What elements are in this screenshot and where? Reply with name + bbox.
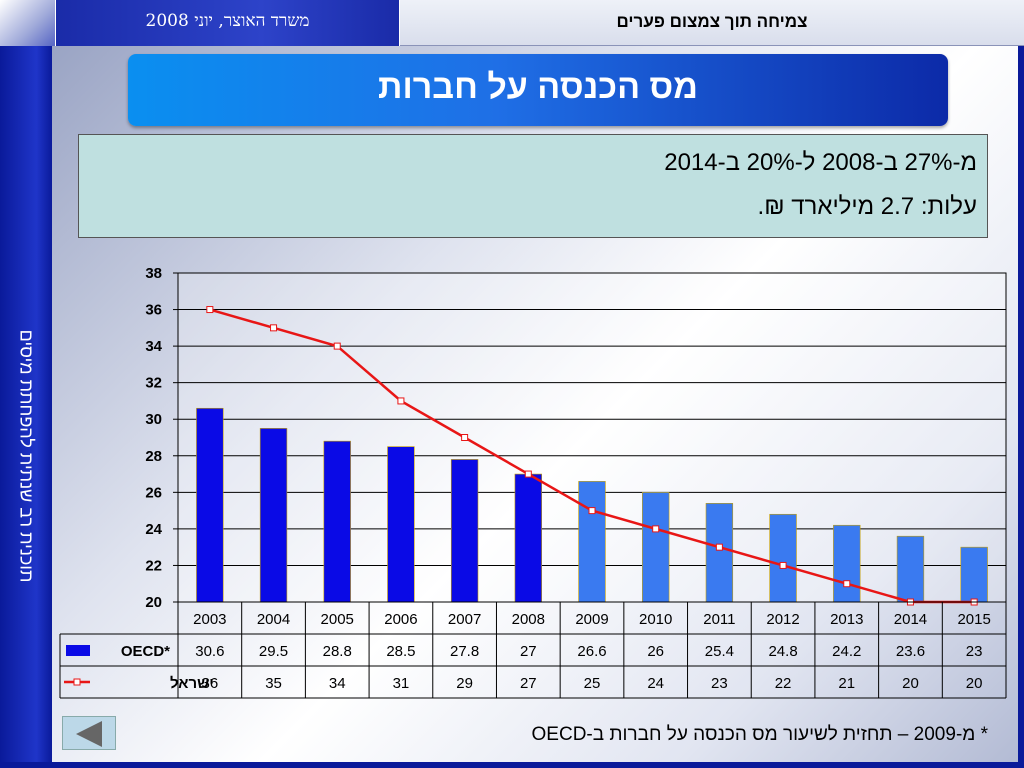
table-value-oecd: 27.8 bbox=[450, 643, 479, 660]
table-value-israel: 31 bbox=[393, 675, 410, 692]
line-point bbox=[461, 434, 469, 441]
table-value-israel: 34 bbox=[329, 675, 346, 692]
bar bbox=[705, 502, 734, 603]
x-tick-label: 2003 bbox=[193, 611, 226, 628]
bar bbox=[642, 492, 670, 603]
table-value-oecd: 29.5 bbox=[259, 643, 288, 660]
info-line-rate: מ-27% ב-2008 ל-20% ב-2014 bbox=[664, 149, 977, 176]
x-tick-label: 2011 bbox=[703, 611, 735, 628]
bar bbox=[833, 524, 861, 603]
bar bbox=[450, 459, 479, 603]
x-tick-label: 2006 bbox=[384, 611, 417, 628]
bar bbox=[896, 535, 925, 603]
bar bbox=[387, 446, 415, 603]
line-point bbox=[843, 580, 851, 588]
table-value-oecd: 28.5 bbox=[386, 643, 415, 660]
bar bbox=[259, 428, 288, 603]
x-tick-label: 2005 bbox=[321, 611, 354, 628]
table-value-israel: 25 bbox=[584, 675, 601, 692]
line-point bbox=[715, 543, 723, 551]
header-date: משרד האוצר, יוני 2008 bbox=[145, 11, 310, 31]
legend-label-israel: ישראל bbox=[170, 675, 214, 692]
header-date-box: משרד האוצר, יוני 2008 bbox=[55, 0, 400, 46]
bar bbox=[514, 473, 542, 603]
x-tick-label: 2014 bbox=[894, 611, 927, 628]
table-value-israel: 27 bbox=[520, 675, 537, 692]
y-tick-label: 22 bbox=[145, 557, 162, 574]
table-value-oecd: 24.2 bbox=[832, 643, 861, 660]
y-tick-label: 32 bbox=[145, 375, 162, 392]
header-subtitle: צמיחה תוך צמצום פערים bbox=[616, 12, 808, 31]
corner-decoration bbox=[0, 0, 55, 46]
page-title: מס הכנסה על חברות bbox=[378, 68, 698, 106]
x-tick-label: 2004 bbox=[257, 611, 290, 628]
line-point bbox=[652, 525, 660, 533]
x-tick-label: 2013 bbox=[830, 611, 863, 628]
table-value-oecd: 23 bbox=[966, 643, 983, 660]
bar bbox=[196, 407, 224, 603]
right-border bbox=[1018, 46, 1024, 768]
table-value-oecd: 25.4 bbox=[705, 643, 734, 660]
table-value-israel: 20 bbox=[902, 675, 919, 692]
table-value-oecd: 26 bbox=[647, 643, 664, 660]
table-value-israel: 21 bbox=[838, 675, 855, 692]
footnote: * מ-2009 – תחזית לשיעור מס הכנסה על חברו… bbox=[531, 724, 988, 745]
y-tick-label: 30 bbox=[145, 411, 162, 428]
table-value-oecd: 30.6 bbox=[195, 643, 224, 660]
table-value-israel: 29 bbox=[456, 675, 473, 692]
x-tick-label: 2012 bbox=[766, 611, 799, 628]
line-point bbox=[270, 324, 278, 332]
table-value-oecd: 26.6 bbox=[577, 643, 606, 660]
x-tick-label: 2015 bbox=[957, 611, 990, 628]
line-point bbox=[206, 306, 214, 314]
legend-key-israel-marker bbox=[73, 678, 81, 686]
y-tick-label: 36 bbox=[145, 302, 162, 319]
back-button[interactable] bbox=[62, 716, 116, 750]
table-value-oecd: 23.6 bbox=[896, 643, 925, 660]
line-point bbox=[397, 397, 405, 405]
bottom-border bbox=[0, 762, 1024, 768]
table-value-oecd: 27 bbox=[520, 643, 537, 660]
info-line-cost: עלות: 2.7 מיליארד ₪. bbox=[757, 193, 977, 220]
y-tick-label: 38 bbox=[145, 265, 162, 282]
table-value-oecd: 28.8 bbox=[323, 643, 352, 660]
line-point bbox=[333, 342, 341, 350]
y-tick-label: 20 bbox=[145, 594, 162, 611]
bar bbox=[960, 546, 988, 603]
x-tick-label: 2007 bbox=[448, 611, 481, 628]
table-value-israel: 24 bbox=[647, 675, 664, 692]
x-tick-label: 2009 bbox=[575, 611, 608, 628]
back-arrow-icon bbox=[76, 721, 102, 747]
x-tick-label: 2008 bbox=[512, 611, 545, 628]
side-strip: תוכנית רב שנתית להפחתת מיסים bbox=[0, 46, 52, 768]
line-point bbox=[779, 561, 787, 569]
bar bbox=[578, 481, 606, 603]
table-value-israel: 20 bbox=[966, 675, 983, 692]
table-value-israel: 22 bbox=[775, 675, 792, 692]
table-value-oecd: 24.8 bbox=[768, 643, 797, 660]
x-tick-label: 2010 bbox=[639, 611, 672, 628]
y-tick-label: 24 bbox=[145, 521, 162, 538]
y-tick-label: 28 bbox=[145, 448, 162, 465]
info-box: מ-27% ב-2008 ל-20% ב-2014 עלות: 2.7 מילי… bbox=[78, 134, 988, 238]
table-value-israel: 23 bbox=[711, 675, 728, 692]
y-tick-label: 26 bbox=[145, 484, 162, 501]
bar bbox=[769, 513, 797, 603]
table-value-israel: 36 bbox=[202, 675, 219, 692]
y-tick-label: 34 bbox=[145, 338, 162, 355]
legend-label-oecd: OECD* bbox=[121, 643, 170, 660]
title-banner: מס הכנסה על חברות bbox=[128, 54, 948, 126]
legend-key-oecd bbox=[66, 645, 90, 656]
bar bbox=[323, 440, 351, 603]
line-point bbox=[588, 507, 596, 515]
table-value-israel: 35 bbox=[265, 675, 282, 692]
line-point bbox=[524, 470, 532, 478]
